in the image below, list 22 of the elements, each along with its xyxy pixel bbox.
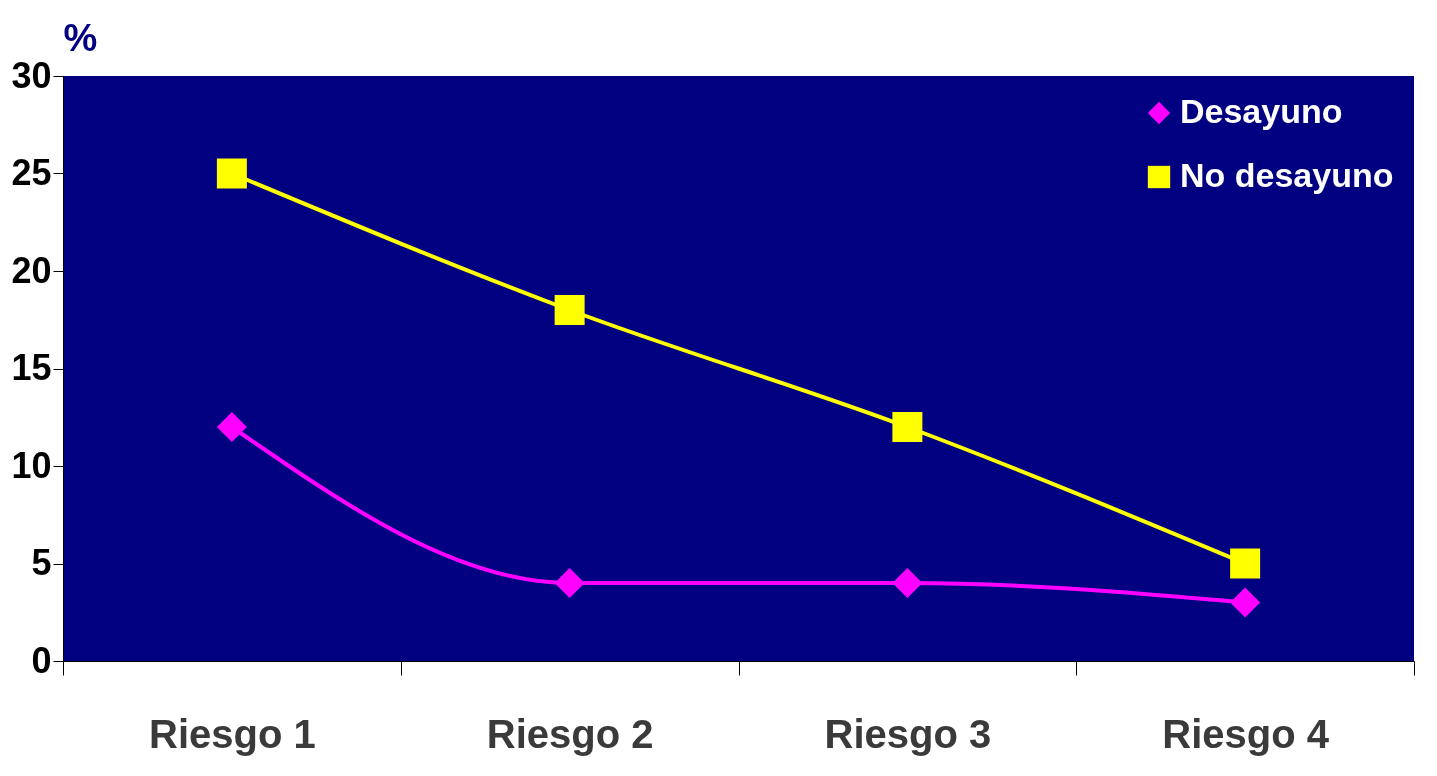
x-tick-label: Riesgo 3 <box>824 711 992 756</box>
point <box>216 412 247 442</box>
x-tick-label: Riesgo 1 <box>149 711 316 756</box>
point <box>892 568 923 598</box>
point <box>554 568 585 598</box>
y-tick-label: 20 <box>11 249 52 291</box>
point <box>1230 548 1261 579</box>
y-tick-label: 0 <box>31 639 52 681</box>
y-tick-label: 15 <box>11 347 52 388</box>
x-tick-label: Riesgo 2 <box>486 711 654 756</box>
y-tick-label: 5 <box>31 542 52 583</box>
point <box>554 295 585 325</box>
point <box>216 158 247 189</box>
x-tick-label: Riesgo 4 <box>1162 711 1330 756</box>
point <box>1230 587 1261 618</box>
y-tick-label: 30 <box>11 54 52 96</box>
legend-label: Desayuno <box>1180 92 1343 130</box>
legend-label: No desayuno <box>1180 156 1394 194</box>
y-tick-label: 10 <box>11 444 52 486</box>
y-axis-title: % <box>63 16 98 59</box>
point <box>892 412 923 442</box>
y-tick-label: 25 <box>11 152 52 193</box>
